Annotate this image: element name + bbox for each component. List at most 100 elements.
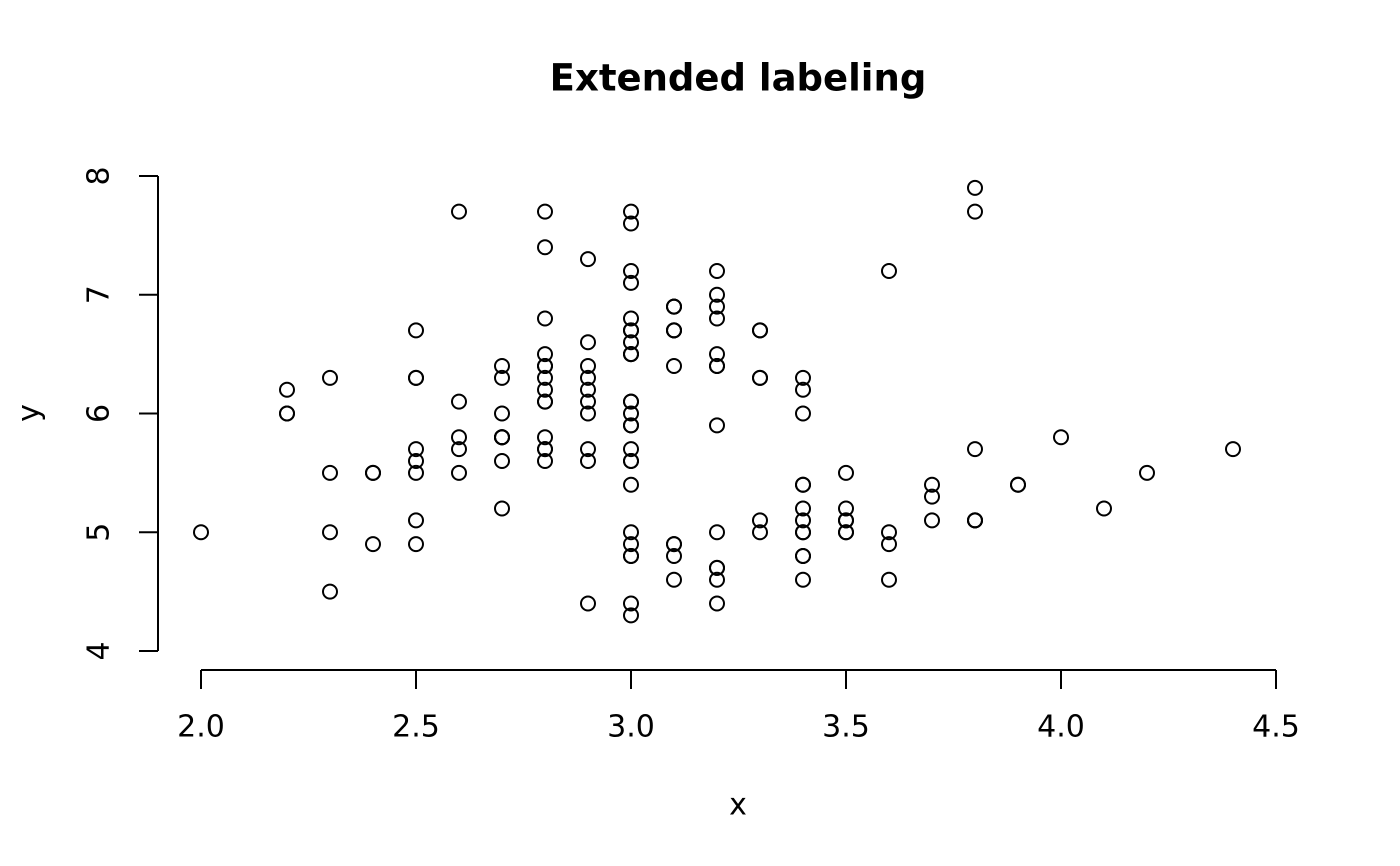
point <box>451 464 467 481</box>
point <box>795 512 811 529</box>
point <box>365 536 381 553</box>
point <box>752 512 768 529</box>
point <box>408 322 424 339</box>
point <box>924 488 940 505</box>
point <box>709 559 725 576</box>
point <box>365 464 381 481</box>
y-tick-label: 8 <box>82 166 117 185</box>
y-tick-label: 4 <box>82 641 117 660</box>
point <box>451 429 467 446</box>
point <box>838 500 854 517</box>
point <box>623 441 639 458</box>
point <box>623 274 639 291</box>
point <box>537 441 553 458</box>
point <box>709 263 725 279</box>
point <box>795 524 811 541</box>
point <box>795 571 811 588</box>
x-tick-label: 3.5 <box>822 710 870 745</box>
point <box>580 453 596 469</box>
point <box>279 381 295 398</box>
point <box>322 524 338 541</box>
point <box>709 417 725 434</box>
y-tick-label: 6 <box>82 404 117 423</box>
point <box>322 464 338 481</box>
point <box>795 500 811 517</box>
point <box>408 536 424 553</box>
point <box>537 358 553 374</box>
point <box>193 524 209 541</box>
point <box>537 203 553 220</box>
x-tick-label: 2.0 <box>177 710 225 745</box>
point <box>279 405 295 422</box>
point <box>537 381 553 398</box>
point <box>623 417 639 434</box>
x-tick-label: 2.5 <box>392 710 440 745</box>
point <box>408 512 424 529</box>
point <box>623 607 639 624</box>
point <box>537 346 553 363</box>
y-tick-label: 5 <box>82 523 117 542</box>
point <box>623 453 639 469</box>
point <box>752 322 768 339</box>
point <box>666 571 682 588</box>
point <box>1096 500 1112 517</box>
point <box>709 346 725 363</box>
point <box>537 453 553 469</box>
point <box>451 203 467 220</box>
point <box>795 548 811 564</box>
point <box>623 322 639 339</box>
point <box>623 334 639 351</box>
point <box>580 251 596 268</box>
point <box>881 524 897 541</box>
point <box>322 583 338 600</box>
point <box>623 405 639 422</box>
point <box>537 310 553 327</box>
point <box>666 298 682 315</box>
x-tick-label: 4.0 <box>1037 710 1085 745</box>
point <box>623 548 639 564</box>
point <box>494 429 510 446</box>
point <box>623 536 639 553</box>
point <box>924 512 940 529</box>
x-axis-label: x <box>729 788 747 823</box>
point <box>580 441 596 458</box>
point <box>408 369 424 386</box>
x-tick-label: 3.0 <box>607 710 655 745</box>
point <box>967 179 983 196</box>
point <box>838 512 854 529</box>
point <box>709 310 725 327</box>
point <box>623 310 639 327</box>
point <box>795 369 811 386</box>
point <box>1139 464 1155 481</box>
point <box>881 536 897 553</box>
point <box>451 393 467 410</box>
point <box>408 441 424 458</box>
point <box>838 464 854 481</box>
point <box>666 358 682 374</box>
point <box>580 405 596 422</box>
point <box>537 393 553 410</box>
chart-title: Extended labeling <box>550 57 927 100</box>
point <box>580 369 596 386</box>
point <box>881 571 897 588</box>
point <box>967 203 983 220</box>
point <box>1010 476 1026 493</box>
point <box>580 358 596 374</box>
point <box>752 524 768 541</box>
point <box>623 346 639 363</box>
point <box>709 595 725 612</box>
point <box>322 369 338 386</box>
point <box>537 239 553 256</box>
point <box>924 476 940 493</box>
point <box>494 405 510 422</box>
point <box>451 441 467 458</box>
point <box>623 524 639 541</box>
point <box>752 369 768 386</box>
point <box>623 595 639 612</box>
point <box>623 476 639 493</box>
point <box>537 369 553 386</box>
x-tick-label: 4.5 <box>1252 710 1300 745</box>
point <box>580 595 596 612</box>
point <box>795 381 811 398</box>
